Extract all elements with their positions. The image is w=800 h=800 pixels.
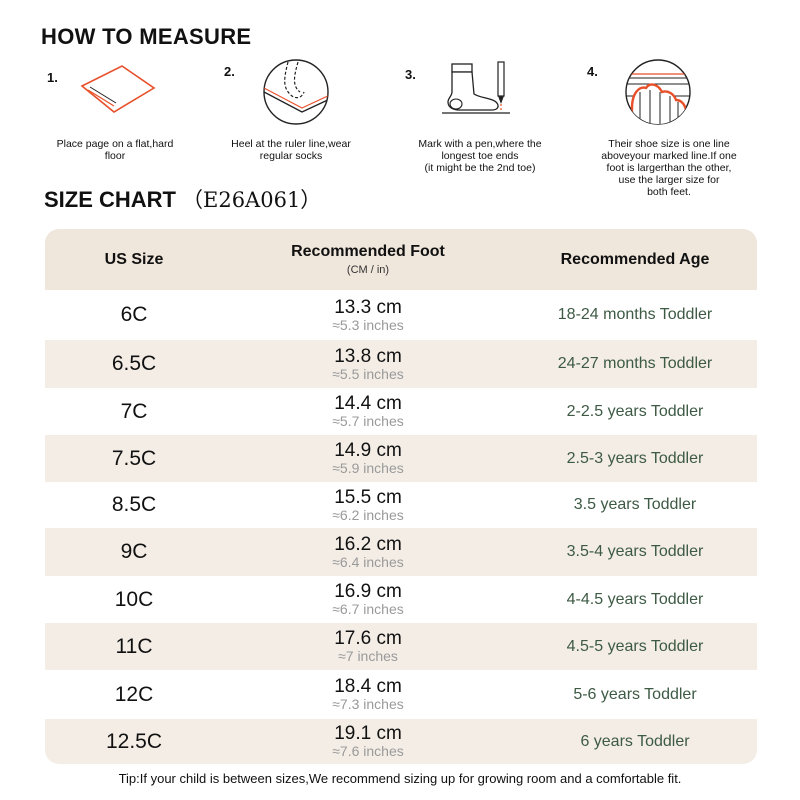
foot-inch: ≈7.3 inches — [332, 696, 404, 712]
foot-length-cell: 15.5 cm ≈6.2 inches — [223, 482, 513, 528]
size-cell: 10C — [114, 587, 154, 611]
foot-cm: 13.8 cm — [334, 345, 402, 367]
foot-cm: 13.3 cm — [334, 296, 402, 318]
size-cell: 11C — [115, 634, 153, 658]
step-1-number: 1. — [47, 70, 58, 85]
header-cell-foot: Recommended Foot (CM / in) — [291, 243, 445, 276]
table-row: 9C 16.2 cm ≈6.4 inches 3.5-4 years Toddler — [45, 528, 757, 576]
age-cell: 4.5-5 years Toddler — [566, 637, 704, 655]
age-cell: 24-27 months Toddler — [557, 355, 713, 372]
size-cell: 6C — [120, 303, 148, 326]
foot-length-cell: 17.6 cm ≈7 inches — [223, 623, 513, 670]
foot-inch: ≈6.2 inches — [332, 506, 404, 523]
size-cell: 12.5C — [105, 729, 163, 753]
foot-cm: 14.9 cm — [334, 440, 402, 461]
table-row: 7.5C 14.9 cm ≈5.9 inches 2.5-3 years Toddle… — [45, 435, 757, 482]
age-cell: 2.5-3 years Toddler — [566, 449, 704, 467]
step-1-text: Place page on a flat,hard floor — [56, 138, 174, 162]
foot-inch: ≈5.7 inches — [332, 413, 404, 429]
foot-cm: 14.4 cm — [334, 393, 402, 414]
step-2-number: 2. — [224, 64, 235, 79]
foot-cm: 17.6 cm — [334, 628, 402, 649]
foot-inch: ≈6.7 inches — [332, 601, 404, 617]
step-2-text: Heel at the ruler line,wear regular sock… — [231, 138, 351, 162]
foot-cm: 19.1 cm — [334, 723, 402, 744]
step-4-number: 4. — [587, 64, 598, 79]
foot-cm: 15.5 cm — [334, 486, 402, 508]
table-row: 7C 14.4 cm ≈5.7 inches 2-2.5 years Toddler — [45, 388, 757, 435]
foot-cm: 18.4 cm — [334, 676, 402, 697]
age-cell: 5-6 years Toddler — [573, 685, 697, 703]
foot-length-cell: 13.3 cm ≈5.3 inches — [223, 290, 513, 340]
heel-ruler-icon — [263, 59, 329, 125]
size-cell: 6.5C — [111, 352, 157, 375]
tip-text: Tip:If your child is between sizes,We re… — [118, 771, 682, 786]
size-cell: 9C — [120, 540, 148, 563]
foot-cm: 16.9 cm — [334, 581, 402, 602]
size-chart-code: （E26A061） — [182, 188, 322, 212]
foot-cm: 16.2 cm — [334, 533, 402, 555]
size-cell: 8.5C — [111, 493, 157, 516]
age-cell: 2-2.5 years Toddler — [566, 402, 704, 420]
table-row: 10C 16.9 cm ≈6.7 inches 4-4.5 years Toddler — [45, 576, 757, 623]
header-cell-age: Recommended Age — [560, 250, 710, 268]
age-cell: 18-24 months Toddler — [557, 306, 713, 323]
size-chart-title: SIZE CHART （E26A061） — [44, 184, 321, 214]
age-cell: 4-4.5 years Toddler — [566, 590, 704, 608]
table-row: 12C 18.4 cm ≈7.3 inches 5-6 years Toddler — [45, 670, 757, 719]
table-row: 6C 13.3 cm ≈5.3 inches 18-24 months Toddler — [45, 290, 757, 340]
foot-inch: ≈7.6 inches — [332, 743, 404, 759]
foot-inch: ≈5.3 inches — [332, 316, 404, 333]
size-cell: 7C — [120, 399, 148, 423]
table-header: US Size Recommended Foot (CM / in) Recom… — [45, 229, 757, 290]
foot-length-cell: 16.2 cm ≈6.4 inches — [223, 528, 513, 576]
size-cell: 7.5C — [111, 446, 157, 470]
foot-length-cell: 14.4 cm ≈5.7 inches — [223, 388, 513, 435]
step-3-number: 3. — [405, 67, 416, 82]
foot-inch: ≈7 inches — [338, 648, 398, 664]
age-cell: 3.5-4 years Toddler — [566, 543, 704, 560]
age-cell: 3.5 years Toddler — [573, 496, 697, 513]
size-chart-table: US Size Recommended Foot (CM / in) Recom… — [45, 229, 757, 764]
toe-line-icon — [625, 59, 691, 125]
foot-length-cell: 19.1 cm ≈7.6 inches — [223, 719, 513, 764]
foot-inch: ≈5.9 inches — [332, 460, 404, 476]
step-4-text: Their shoe size is one line aboveyour ma… — [601, 138, 737, 198]
step-3-text: Mark with a pen,where the longest toe en… — [418, 138, 542, 174]
table-row: 6.5C 13.8 cm ≈5.5 inches 24-27 months Toddl… — [45, 340, 757, 388]
foot-length-cell: 14.9 cm ≈5.9 inches — [223, 435, 513, 482]
size-chart-label: SIZE CHART — [44, 187, 176, 212]
sock-pen-icon — [442, 61, 510, 114]
size-cell: 12C — [114, 682, 154, 706]
table-row: 8.5C 15.5 cm ≈6.2 inches 3.5 years Toddler — [45, 482, 757, 528]
foot-length-cell: 16.9 cm ≈6.7 inches — [223, 576, 513, 623]
age-cell: 6 years Toddler — [580, 732, 690, 750]
header-cell-us-size: US Size — [104, 250, 164, 268]
table-row: 11C 17.6 cm ≈7 inches 4.5-5 years Toddler — [45, 623, 757, 670]
paper-icon — [80, 65, 156, 113]
table-row: 12.5C 19.1 cm ≈7.6 inches 6 years Toddler — [45, 719, 757, 764]
foot-length-cell: 13.8 cm ≈5.5 inches — [223, 340, 513, 388]
foot-inch: ≈6.4 inches — [332, 553, 404, 570]
how-to-measure-title: HOW TO MEASURE — [41, 24, 252, 49]
foot-inch: ≈5.5 inches — [332, 365, 404, 382]
foot-length-cell: 18.4 cm ≈7.3 inches — [223, 670, 513, 719]
